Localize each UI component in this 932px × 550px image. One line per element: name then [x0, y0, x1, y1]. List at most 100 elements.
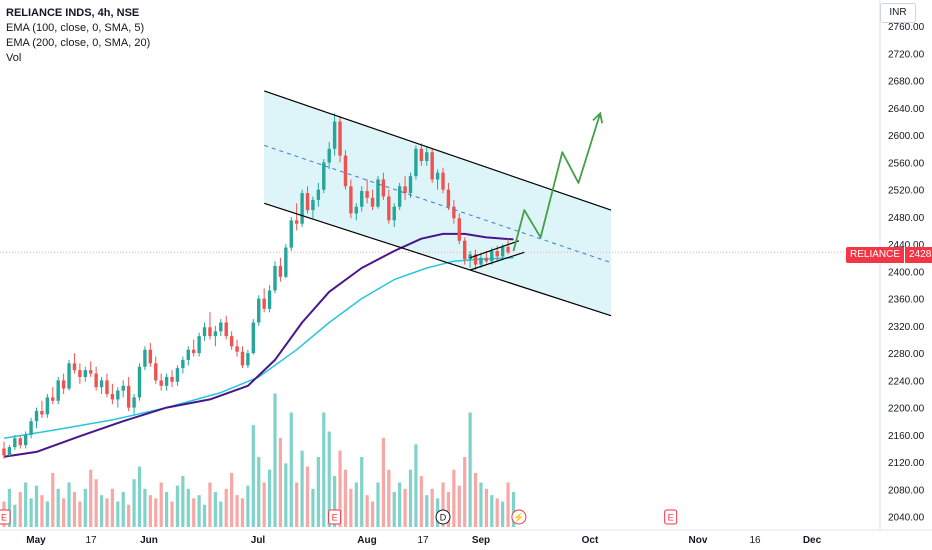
candle-body [311, 199, 315, 211]
candle-body [105, 380, 109, 394]
volume-bar [251, 425, 255, 527]
candle-body [403, 186, 407, 194]
volume-bar [414, 444, 418, 527]
candle-body [354, 206, 358, 214]
volume-bar [495, 498, 499, 527]
candle-body [506, 246, 510, 253]
volume-bar [159, 482, 163, 527]
event-marker-earnings[interactable] [664, 509, 678, 525]
volume-bar [192, 498, 196, 527]
event-marker-label: E [668, 513, 674, 523]
study-volume[interactable]: Vol [6, 52, 22, 64]
volume-bar [165, 492, 169, 527]
candle-body [170, 376, 174, 382]
volume-bar [29, 498, 33, 527]
candle-body [267, 290, 272, 309]
candle-body [219, 322, 223, 332]
candle-body [116, 390, 120, 400]
y-tick-label: 2320.00 [888, 322, 925, 333]
volume-bar [473, 472, 478, 527]
x-tick-label: 17 [85, 535, 97, 546]
candle-body [452, 206, 456, 219]
volume-bar [278, 437, 283, 527]
y-tick-label: 2080.00 [888, 485, 925, 496]
volume-bar [295, 482, 299, 527]
study-ema100[interactable]: EMA (100, close, 0, SMA, 5) [6, 22, 145, 34]
volume-bar [381, 437, 385, 527]
y-tick-label: 2560.00 [888, 158, 925, 169]
y-tick-label: 2680.00 [888, 77, 925, 88]
volume-bar [13, 504, 17, 527]
candle-body [51, 397, 55, 401]
volume-bar [311, 488, 315, 527]
volume-bar [213, 492, 217, 527]
candle-body [235, 346, 239, 352]
candle-body [18, 438, 22, 446]
volume-bar [408, 469, 413, 527]
volume-bar [132, 479, 136, 527]
volume-bar [127, 504, 131, 527]
volume-bar [425, 495, 429, 527]
volume-bar [110, 488, 114, 527]
candle-body [327, 148, 331, 163]
volume-bar [51, 472, 55, 527]
volume-bar [181, 476, 185, 527]
candle-body [446, 189, 451, 207]
x-tick-label: May [26, 535, 46, 546]
candle-body [181, 359, 185, 369]
candle-body [251, 322, 256, 354]
volume-bar [305, 466, 310, 527]
candle-body [257, 298, 261, 323]
volume-bar [89, 469, 93, 527]
volume-bar [154, 498, 158, 527]
study-ema200[interactable]: EMA (200, close, 0, SMA, 20) [6, 37, 151, 49]
candle-body [94, 373, 98, 388]
candle-body [332, 121, 337, 149]
candle-body [468, 254, 472, 260]
volume-bar [501, 501, 505, 527]
y-tick-label: 2360.00 [888, 295, 925, 306]
candle-body [78, 370, 82, 377]
volume-bar [387, 469, 391, 527]
y-tick-label: 2400.00 [888, 267, 925, 278]
projection-arrowhead [592, 111, 604, 124]
x-tick-label: 17 [417, 535, 429, 546]
event-marker-dividend[interactable] [435, 509, 451, 525]
projection-path [512, 113, 602, 252]
x-tick-label: Aug [357, 535, 376, 546]
event-marker-earnings[interactable] [328, 509, 342, 525]
candle-body [246, 353, 250, 366]
candle-body [387, 196, 391, 221]
x-tick-label: Sep [472, 535, 490, 546]
x-tick-label: Dec [803, 535, 822, 546]
candle-body [132, 397, 136, 408]
candle-body [7, 447, 12, 456]
volume-bar [267, 469, 272, 527]
x-tick-label: 16 [749, 535, 761, 546]
candle-body [425, 152, 429, 162]
channel-fill [264, 90, 612, 316]
volume-bar [170, 501, 174, 527]
volume-bar [197, 495, 201, 527]
y-tick-label: 2600.00 [888, 131, 925, 142]
event-marker-split[interactable] [511, 509, 527, 525]
volume-bar [230, 472, 234, 527]
chart-legend: RELIANCE INDS, 4h, NSE EMA (100, close, … [6, 6, 150, 66]
y-tick-label: 2120.00 [888, 458, 925, 469]
volume-bar [186, 488, 190, 527]
candle-body [164, 376, 169, 386]
currency-selector[interactable]: INR [880, 3, 916, 23]
volume-bar [116, 501, 120, 527]
y-tick-label: 2040.00 [888, 513, 925, 524]
candle-body [240, 351, 245, 366]
symbol-title[interactable]: RELIANCE INDS, 4h, NSE [6, 7, 140, 19]
candle-body [126, 385, 131, 408]
volume-bar [246, 485, 250, 527]
candle-body [197, 336, 201, 354]
candle-body [479, 257, 483, 265]
volume-bar [376, 482, 380, 527]
event-marker-earnings[interactable] [0, 509, 11, 525]
volume-bar [511, 492, 516, 527]
wedge-upper-line [469, 240, 520, 259]
